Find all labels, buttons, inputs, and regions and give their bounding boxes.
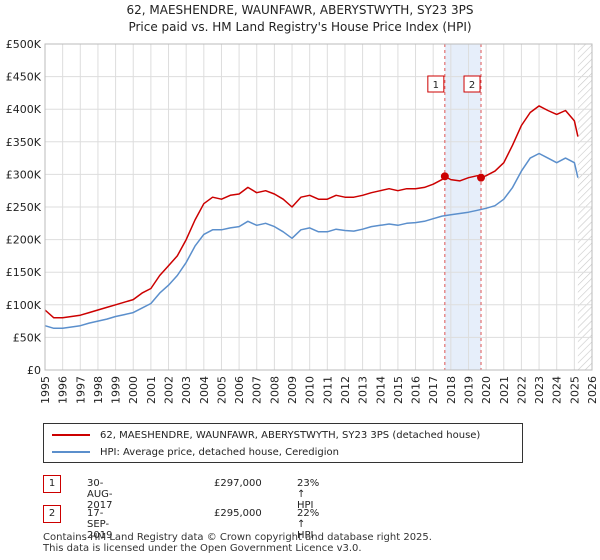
x-tick-label: 1995 (39, 376, 52, 404)
x-tick-label: 2016 (410, 376, 423, 404)
y-tick-label: £250K (6, 201, 42, 214)
chart-subtitle: Price paid vs. HM Land Registry's House … (128, 20, 472, 34)
x-tick-label: 2005 (215, 376, 228, 404)
legend-swatch-property (52, 434, 90, 436)
transaction-date: 17-SEP-2019 (87, 508, 113, 541)
sale-marker-box (427, 75, 445, 93)
x-tick-label: 2007 (251, 376, 264, 404)
y-tick-label: £0 (27, 364, 41, 377)
legend-item-property: 62, MAESHENDRE, WAUNFAWR, ABERYSTWYTH, S… (52, 427, 480, 443)
y-tick-label: £200K (6, 234, 42, 247)
x-tick-label: 2011 (321, 376, 334, 404)
footer-line: Contains HM Land Registry data © Crown c… (43, 532, 432, 543)
y-tick-label: £450K (6, 71, 42, 84)
x-tick-label: 2023 (533, 376, 546, 404)
x-tick-label: 2002 (163, 376, 176, 404)
transaction-badge: 2 (43, 505, 61, 523)
x-tick-label: 2026 (586, 376, 599, 404)
transaction-hpi: 22% ↑ HPI (297, 508, 320, 541)
x-tick-label: 1996 (57, 376, 70, 404)
legend-label-hpi: HPI: Average price, detached house, Cere… (100, 446, 339, 458)
sale-point (477, 173, 486, 182)
y-tick-label: £100K (6, 299, 42, 312)
x-tick-label: 2024 (551, 376, 564, 404)
legend-label-property: 62, MAESHENDRE, WAUNFAWR, ABERYSTWYTH, S… (100, 429, 481, 441)
x-tick-label: 2006 (233, 376, 246, 404)
x-tick-label: 2003 (180, 376, 193, 404)
x-tick-label: 2010 (304, 376, 317, 404)
plot-border (44, 43, 593, 371)
x-tick-label: 1997 (74, 376, 87, 404)
chart-area: £0 £50K £100K £150K £200K £250K £300K £350K £400… (6, 38, 599, 404)
x-tick-label: 2015 (392, 376, 405, 404)
legend: 62, MAESHENDRE, WAUNFAWR, ABERYSTWYTH, S… (43, 423, 523, 463)
sale-marker-label: 1 (433, 80, 439, 91)
x-tick-label: 2021 (498, 376, 511, 404)
sale-marker-label: 2 (469, 80, 475, 91)
x-tick-label: 2022 (515, 376, 528, 404)
hpi-line (44, 152, 579, 330)
chart-title: 62, MAESHENDRE, WAUNFAWR, ABERYSTWYTH, S… (126, 3, 474, 17)
x-tick-label: 2018 (445, 376, 458, 404)
legend-item-hpi: HPI: Average price, detached house, Cere… (52, 444, 339, 460)
property-price-line (44, 105, 579, 319)
x-tick-label: 2012 (339, 376, 352, 404)
x-tick-label: 2025 (568, 376, 581, 404)
sale-marker-box (463, 75, 481, 93)
y-tick-label: £500K (6, 38, 42, 51)
x-tick-label: 2017 (427, 376, 440, 404)
y-tick-label: £150K (6, 266, 42, 279)
x-tick-label: 2019 (462, 376, 475, 404)
transaction-date: 30-AUG-2017 (87, 478, 113, 511)
x-tick-label: 2000 (127, 376, 140, 404)
y-tick-label: £400K (6, 103, 42, 116)
x-tick-label: 2020 (480, 376, 493, 404)
footer: Contains HM Land Registry data © Crown c… (43, 532, 432, 554)
x-tick-label: 2013 (357, 376, 370, 404)
x-tick-label: 2008 (268, 376, 281, 404)
transaction-price: £297,000 (214, 478, 262, 489)
y-tick-label: £350K (6, 136, 42, 149)
transaction-hpi: 23% ↑ HPI (297, 478, 320, 511)
x-tick-label: 2014 (374, 376, 387, 404)
legend-swatch-hpi (52, 451, 90, 453)
x-tick-label: 1998 (92, 376, 105, 404)
x-tick-label: 2009 (286, 376, 299, 404)
x-tick-label: 1999 (110, 376, 123, 404)
y-tick-label: £50K (13, 331, 42, 344)
sale-point (440, 172, 449, 181)
x-tick-label: 2004 (198, 376, 211, 404)
transaction-badge: 1 (43, 475, 61, 493)
transaction-price: £295,000 (214, 508, 262, 519)
x-tick-label: 2001 (145, 376, 158, 404)
footer-line: This data is licensed under the Open Gov… (43, 543, 362, 554)
y-tick-label: £300K (6, 168, 42, 181)
